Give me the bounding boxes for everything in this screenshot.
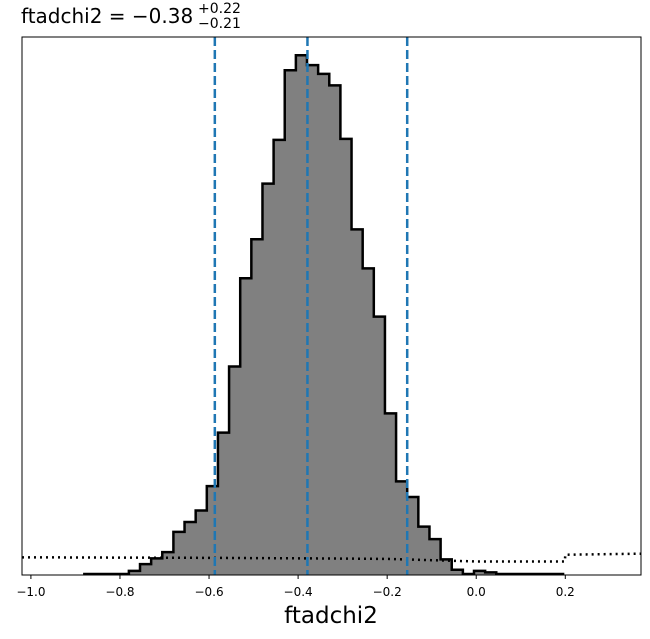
histogram-bar [251,239,263,575]
prior-curve [21,552,642,563]
histogram-bar [418,526,430,575]
histogram-bar [396,481,408,575]
histogram-bar [184,521,197,575]
histogram-bar [362,268,375,575]
histogram-bar [429,539,442,575]
chart-title: ftadchi2 = −0.38 +0.22 −0.21 [21,0,247,32]
histogram-bar [451,569,464,575]
x-tick-label: −0.4 [284,585,313,599]
histogram-bar [373,316,386,575]
histogram-bar [162,552,174,575]
histogram-bar [318,73,330,575]
histogram-bar [307,65,319,575]
histogram-bar [340,138,352,575]
histogram-bar [195,510,208,575]
histogram-bar [329,85,341,575]
histogram-bars [83,53,565,576]
histogram-bar [295,55,308,575]
histogram-outline [83,53,565,576]
plot-frame [21,36,642,576]
prior-line [21,552,642,563]
histogram-bar [151,558,163,575]
histogram-bar [273,139,286,575]
x-tick-label: 0.2 [556,585,575,599]
histogram-bar [384,413,397,575]
x-axis-ticks: −1.0 −0.8 −0.6 −0.4 −0.2 0.0 0.2 [16,575,575,599]
histogram-bar [240,278,252,575]
histogram-bar [128,570,141,575]
histogram-bar [284,70,297,575]
quantile-lines [213,37,409,575]
x-tick-label: −0.2 [373,585,402,599]
histogram-bar [474,570,486,575]
histogram-bar [173,531,185,575]
x-axis-label: ftadchi2 [284,603,378,629]
title-equals: = [102,4,131,28]
histogram-bar [407,497,419,575]
title-median: −0.38 [132,4,193,28]
x-tick-label: −0.8 [105,585,134,599]
histogram-bar [206,486,219,575]
histogram-bar [440,559,453,575]
histogram-bar [262,183,275,575]
x-tick-label: 0.0 [467,585,486,599]
title-plus-error: +0.22 [198,1,241,17]
x-tick-label: −1.0 [16,585,45,599]
histogram-bar [485,572,497,575]
title-minus-error: −0.21 [198,16,241,32]
histogram-bar [229,366,241,575]
title-param: ftadchi2 [21,4,102,28]
histogram-bar [140,564,152,575]
histogram-bar [217,432,230,575]
histogram-bar [351,229,364,576]
x-tick-label: −0.6 [194,585,223,599]
